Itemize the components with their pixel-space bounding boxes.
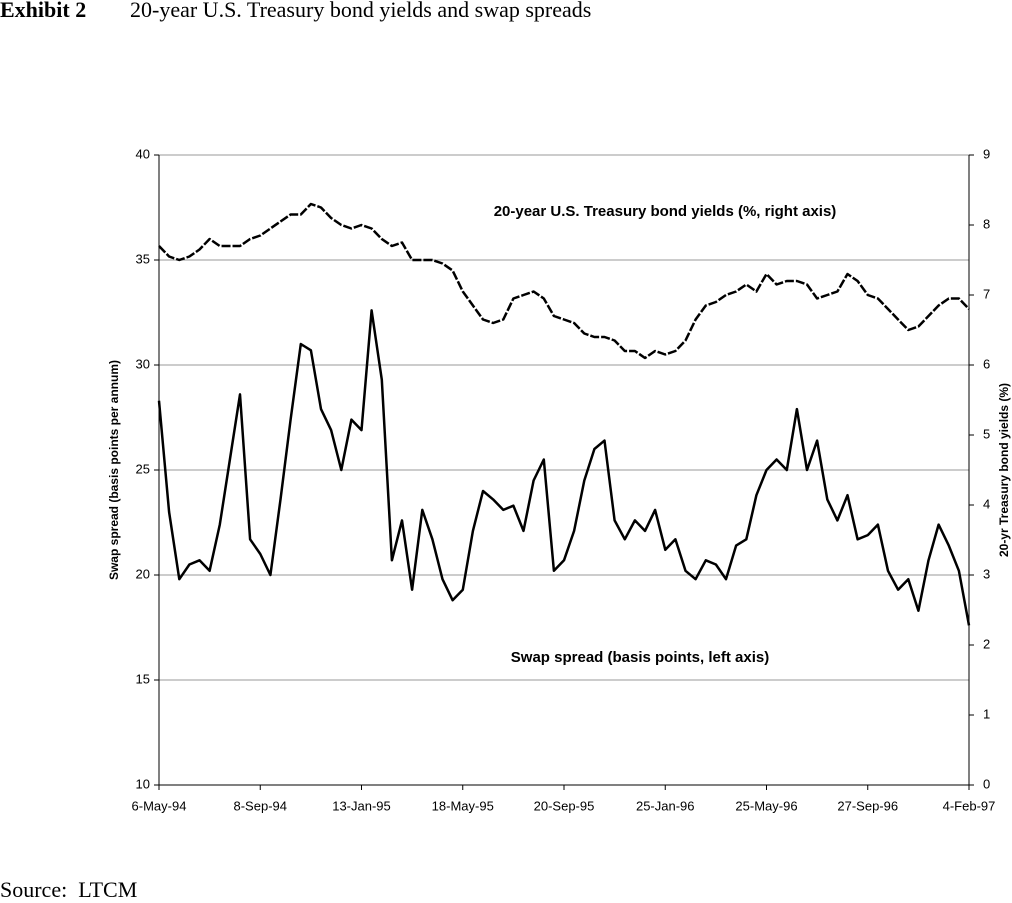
x-tick-label: 8-Sep-94 (234, 798, 287, 813)
y-tick-label: 20 (136, 566, 150, 581)
y2-tick-label: 0 (983, 776, 990, 791)
y2-tick-label: 6 (983, 356, 990, 371)
y2-tick-label: 1 (983, 706, 990, 721)
y-tick-label: 10 (136, 776, 150, 791)
y2-tick-label: 8 (983, 216, 990, 231)
x-tick-label: 13-Jan-95 (332, 798, 391, 813)
x-tick-label: 25-May-96 (735, 798, 797, 813)
series-label: 20-year U.S. Treasury bond yields (%, ri… (494, 203, 837, 220)
y-axis-label: Swap spread (basis points per annum) (107, 360, 121, 580)
x-tick-label: 20-Sep-95 (534, 798, 595, 813)
y-tick-label: 40 (136, 146, 150, 161)
x-tick-label: 6-May-94 (132, 798, 187, 813)
y-tick-label: 30 (136, 356, 150, 371)
series-line (157, 309, 971, 626)
y2-tick-label: 5 (983, 426, 990, 441)
exhibit-label: Exhibit 2 (0, 0, 86, 22)
series-line (158, 202, 970, 360)
x-tick-label: 18-May-95 (432, 798, 494, 813)
chart-title: 20-year U.S. Treasury bond yields and sw… (130, 0, 591, 22)
y2-tick-label: 7 (983, 286, 990, 301)
x-tick-label: 27-Sep-96 (837, 798, 898, 813)
y-tick-label: 35 (136, 251, 150, 266)
y-tick-label: 25 (136, 461, 150, 476)
series-label: Swap spread (basis points, left axis) (511, 649, 769, 666)
y-tick-label: 15 (136, 671, 150, 686)
y2-tick-label: 3 (983, 566, 990, 581)
x-tick-label: 25-Jan-96 (636, 798, 695, 813)
y2-axis-label: 20-yr Treasury bond yields (%) (997, 383, 1011, 557)
x-tick-label: 4-Feb-97 (943, 798, 996, 813)
y2-tick-label: 4 (983, 496, 990, 511)
y2-tick-label: 9 (983, 146, 990, 161)
source-note: Source: LTCM (0, 877, 137, 902)
y2-tick-label: 2 (983, 636, 990, 651)
